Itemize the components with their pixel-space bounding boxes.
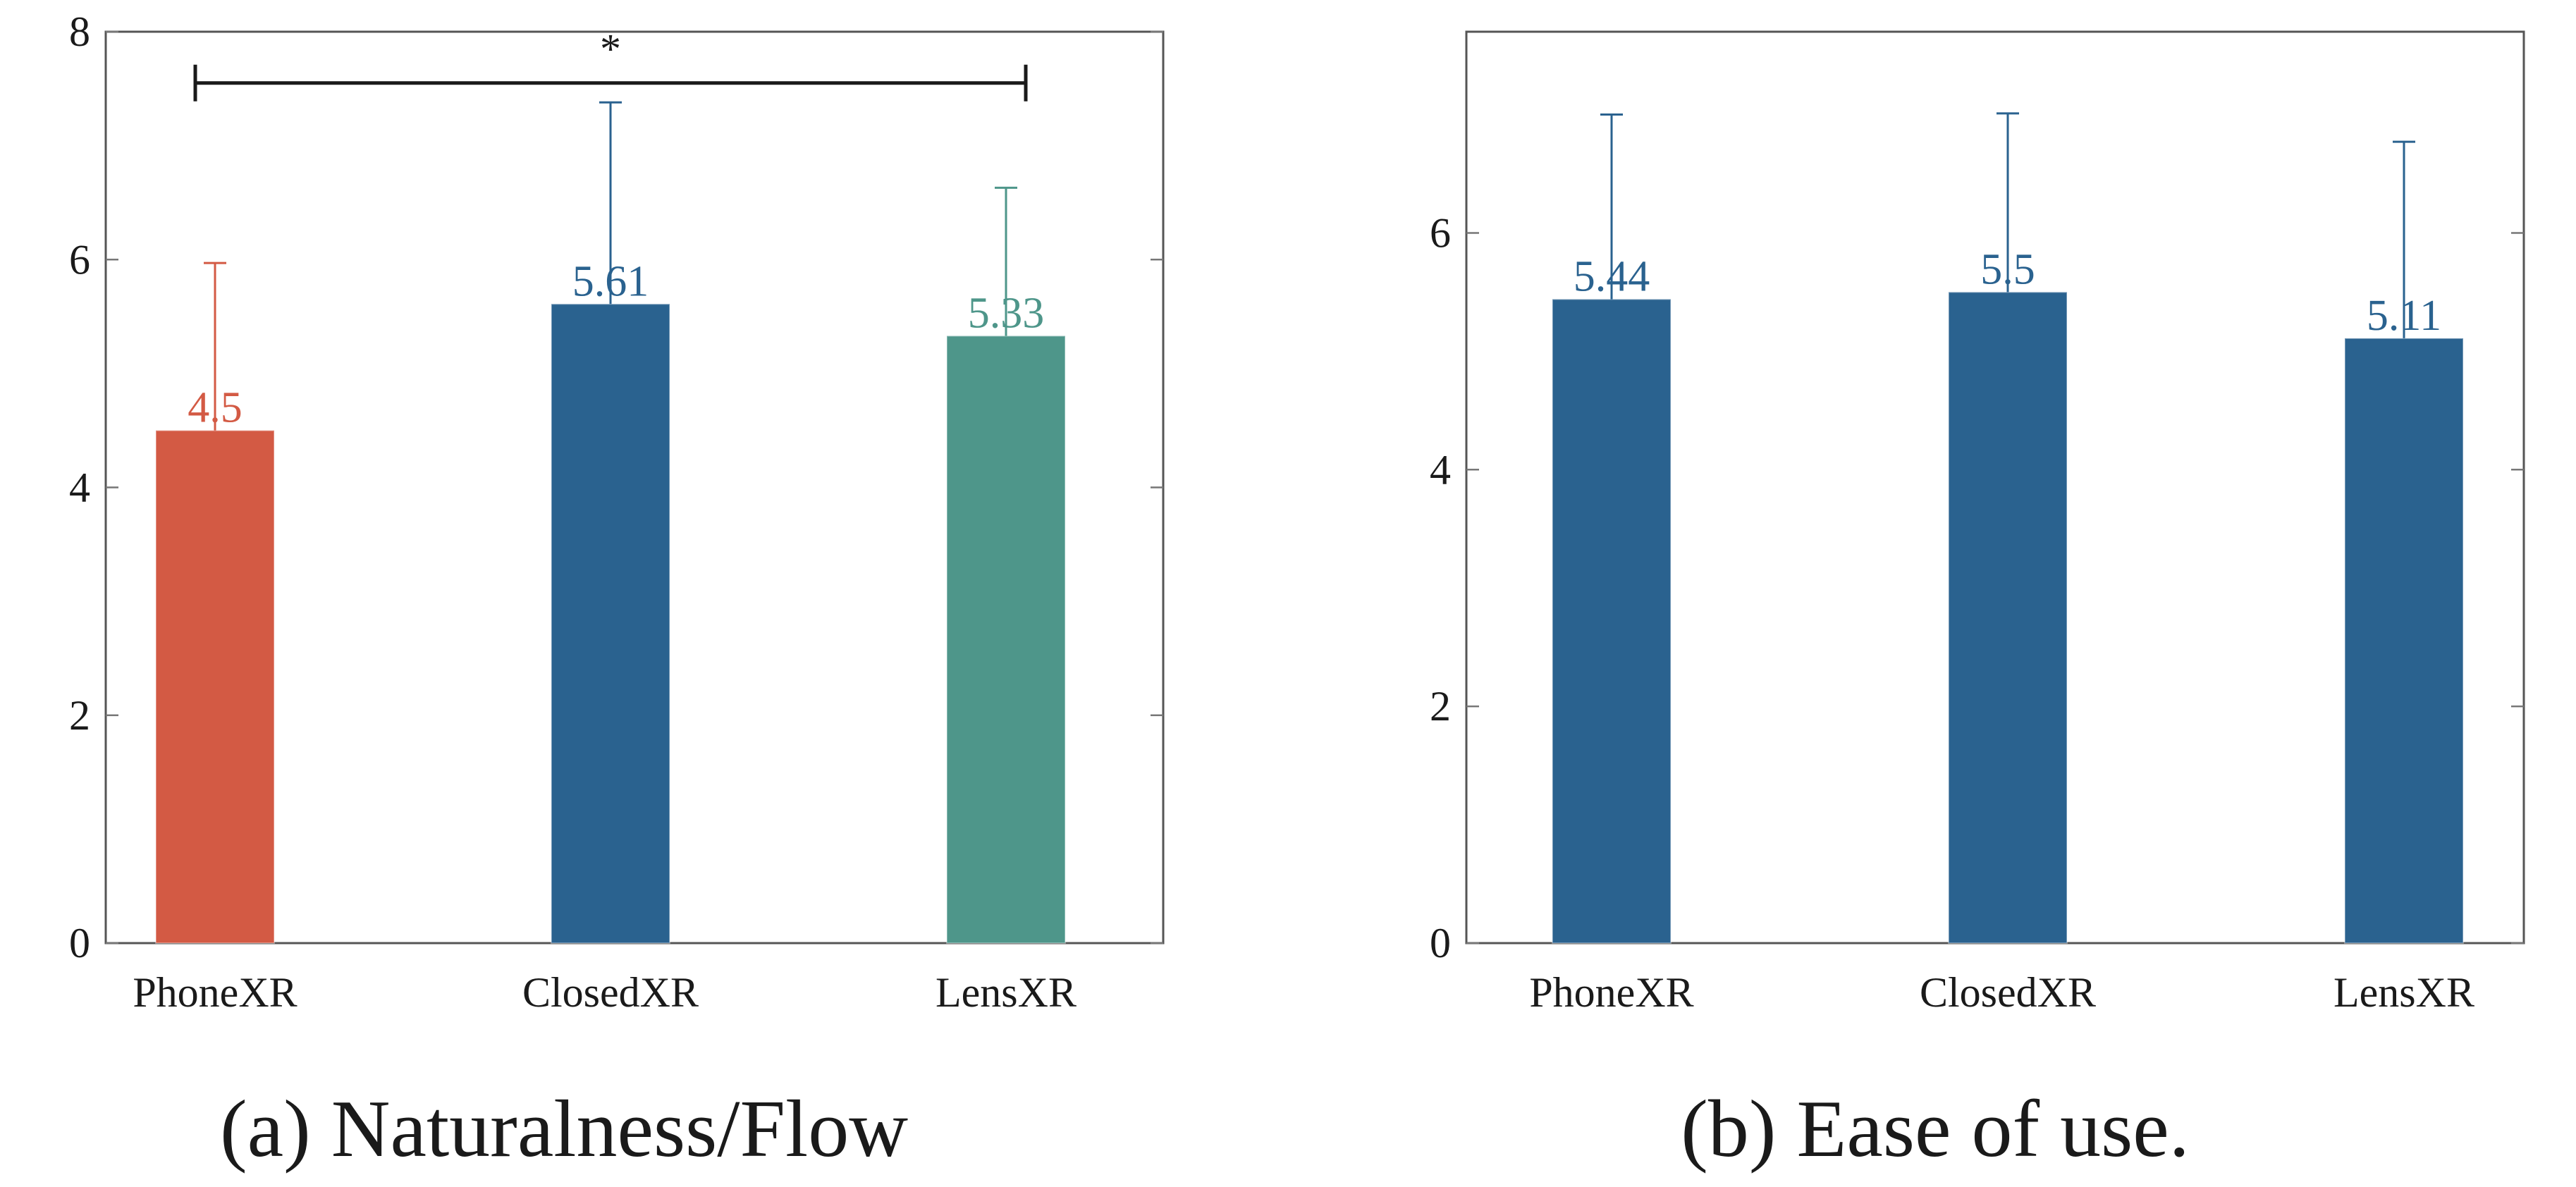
x-tick-label: ClosedXR [522,969,699,1016]
bar-group: 5.44 PhoneXR 5.5 ClosedXR 5.11 LensXR [1529,112,2474,1016]
x-tick-label: PhoneXR [1529,969,1693,1016]
y-tick-label: 2 [69,692,90,739]
x-tick-label: PhoneXR [133,969,297,1016]
y-tick-label: 8 [69,8,90,55]
y-tick-label: 2 [1430,683,1451,730]
y-tick-label: 0 [1430,920,1451,966]
data-label: 4.5 [188,384,243,432]
chart-title: (b) Ease of use. [1681,1084,2190,1174]
significance-label: * [600,26,621,73]
y-tick-label: 4 [69,465,90,511]
bar-group: 4.5 PhoneXR 5.61 ClosedXR 5.33 LensXR [133,101,1077,1016]
significance-group: * [193,26,1028,102]
y-tick-label: 6 [69,236,90,283]
y-tick-label: 0 [69,920,90,966]
bar [1552,298,1672,944]
data-label: 5.61 [572,257,649,305]
bar [155,429,275,944]
y-axis: 0 2 4 6 [1430,209,2524,966]
y-tick-label: 4 [1430,446,1451,493]
data-label: 5.44 [1574,253,1650,301]
chart-panel-ease-of-use: 0 2 4 6 5.44 PhoneXR 5.5 ClosedXR 5.11 LensXR (b… [1430,30,2525,1174]
x-tick-label: LensXR [936,969,1077,1016]
x-tick-label: LensXR [2333,969,2474,1016]
data-label: 5.5 [1980,245,2035,293]
y-tick-label: 6 [1430,209,1451,256]
x-tick-label: ClosedXR [1920,969,2096,1016]
data-label: 5.11 [2367,292,2441,340]
chart-title: (a) Naturalness/Flow [220,1084,908,1174]
bar [1948,291,2068,944]
chart-panel-naturalness-flow: 0 2 4 6 8 4.5 PhoneXR 5.61 ClosedXR 5.33 LensXR *… [69,8,1165,1174]
bar [946,335,1066,944]
bar [2344,337,2464,945]
data-label: 5.33 [968,290,1045,338]
bar [551,303,670,944]
y-axis: 0 2 4 6 8 [69,8,1163,966]
